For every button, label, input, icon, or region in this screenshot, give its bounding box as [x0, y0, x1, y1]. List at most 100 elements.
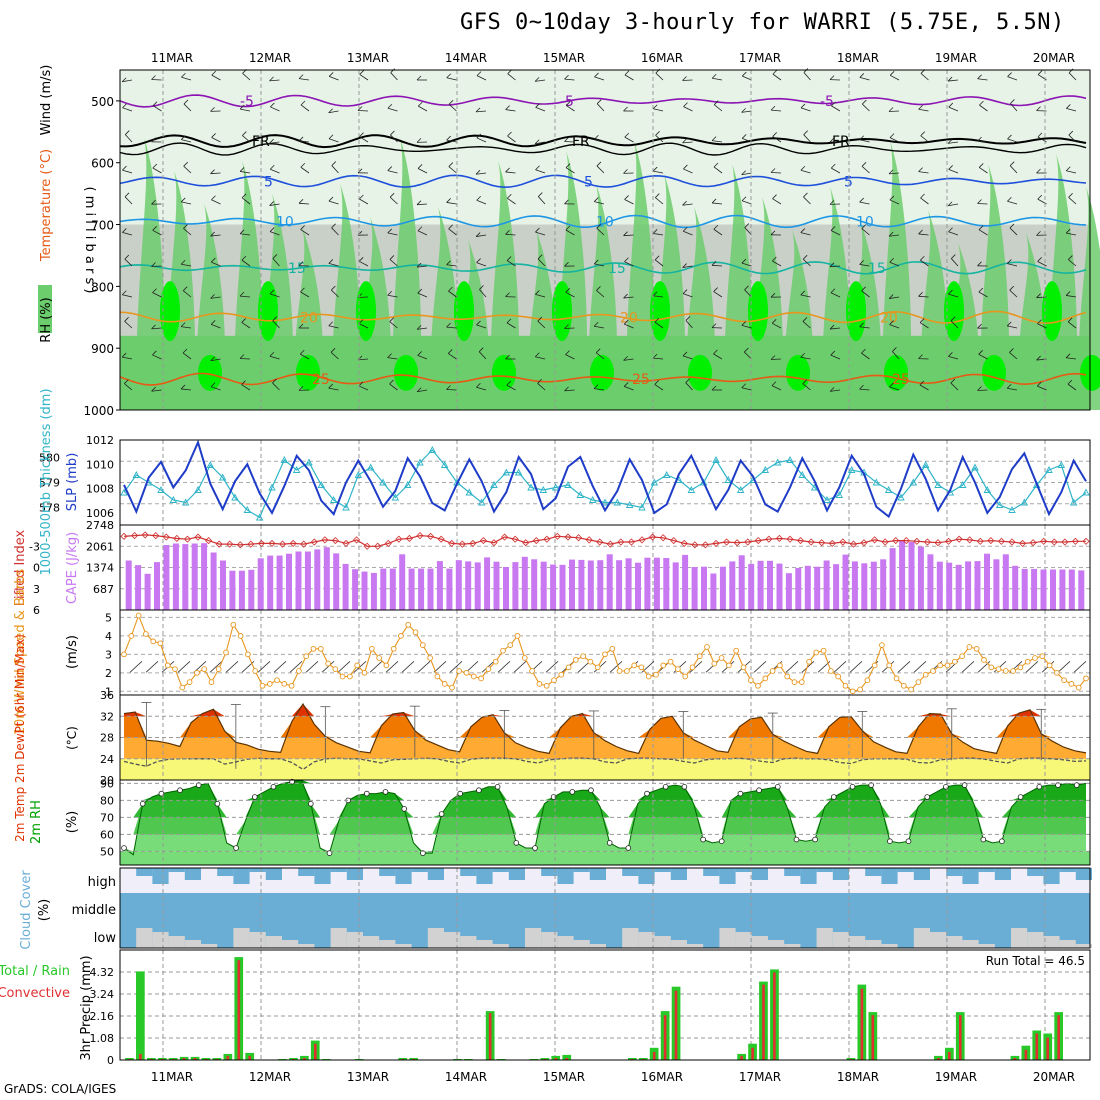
precip-convective-bar [1057, 1015, 1060, 1060]
temp-line [123, 702, 1087, 755]
wind-barb [1067, 379, 1073, 385]
wind-barb [889, 324, 900, 329]
date-label-top: 16MAR [641, 51, 683, 65]
wind-barb [770, 168, 776, 173]
cape-bar [370, 572, 377, 610]
wind-barb [272, 320, 280, 329]
wind-speed-point [1002, 668, 1009, 674]
rh-saturated-cell [296, 354, 320, 391]
wind-barb [507, 135, 516, 143]
thickness-point [243, 506, 252, 513]
wind-barb [241, 322, 251, 329]
cape-bar [1068, 569, 1075, 610]
wind-barb [772, 73, 782, 81]
wind-barb [417, 288, 423, 294]
lifted-index-axis-label: Lifted Index [13, 529, 28, 606]
wind-barb [359, 194, 364, 200]
cloud-low-clear [881, 944, 898, 948]
wind-barb [770, 292, 776, 298]
wind-barb [476, 71, 482, 76]
temp-contour-label: 15 [288, 261, 306, 277]
cape-bar [899, 540, 906, 610]
precip-tick: 2.16 [90, 1010, 115, 1023]
rh2m-point [177, 787, 183, 793]
temp-unit-label: (°C) [65, 726, 79, 750]
wind-barb [182, 286, 188, 291]
wind-barb [180, 197, 186, 203]
wind-speed-point [288, 682, 295, 689]
wind-barb [239, 104, 245, 110]
wind-barb [240, 171, 251, 174]
lifted-index-point [701, 541, 709, 549]
wind-barb [977, 323, 982, 329]
wind-barb [1036, 106, 1041, 111]
rh2m-point [252, 794, 258, 800]
thickness-point [835, 491, 844, 498]
wind-barb [948, 141, 959, 144]
cloud-high-bar [330, 868, 347, 872]
wind-barb [1067, 383, 1077, 391]
temp-axis-label: 2m Temp 2m DewPt (6hr Min/Max) [13, 634, 27, 842]
lifted-index-point [511, 535, 519, 543]
wind-speed-point [441, 681, 448, 687]
wind-barb [711, 136, 717, 141]
wind-barb-10m [337, 660, 351, 673]
precip-convective-bar [182, 1058, 186, 1060]
wind-speed-point [740, 664, 747, 671]
wind-speed-point [281, 681, 288, 687]
slp-tick: 1012 [86, 434, 114, 447]
wind-barb [124, 258, 133, 267]
temperature-axis-label: Temperature (°C) [39, 149, 54, 262]
wind-barb [685, 382, 693, 391]
wind-barb [744, 285, 749, 291]
cape-bar [710, 573, 717, 610]
wind-barb [918, 233, 929, 236]
wind-speed-point [959, 653, 965, 660]
wind-barb [299, 140, 310, 143]
wind-barb [269, 201, 274, 206]
cloud-level-low: low [94, 931, 117, 946]
cloud-high-bar [1059, 868, 1076, 872]
wind-speed-point [1053, 669, 1060, 676]
wind-barb [417, 164, 423, 169]
wind-speed-point [871, 662, 878, 669]
wind-barb [476, 258, 481, 263]
rh2m-point [737, 790, 744, 797]
lifted-index-point [310, 538, 318, 546]
wind-barb [889, 261, 900, 267]
temp-contour-label: 15 [608, 261, 626, 277]
wind-speed-point [624, 668, 630, 674]
wind-barb [387, 294, 398, 298]
wind-barb [387, 290, 392, 296]
wind-barb [1067, 321, 1077, 329]
wind-barb [210, 172, 221, 175]
wind-barb [241, 380, 246, 385]
temp-tick: 36 [100, 689, 114, 702]
cape-bar [314, 549, 321, 610]
wind-barb [183, 228, 192, 236]
wind-barb [387, 166, 393, 171]
pressure-tick: 800 [91, 280, 114, 294]
wind-speed-point [696, 653, 703, 660]
lifted-index-point [754, 537, 762, 545]
precip-convective-bar [226, 1055, 230, 1060]
cape-bar [154, 562, 160, 610]
wind-speed-point [303, 653, 310, 660]
wind-barb [269, 203, 280, 206]
wind-barb [269, 227, 275, 232]
wind-speed-point [143, 631, 149, 637]
wind-barb [1007, 259, 1012, 264]
wind-barb-10m [369, 660, 383, 673]
wind-barb [861, 290, 870, 298]
lifted-index-point [1061, 538, 1069, 546]
wind-barb [241, 197, 251, 205]
lifted-index-point [490, 539, 498, 547]
date-label-top: 11MAR [151, 51, 193, 65]
cloud-high-bar [703, 868, 720, 876]
thickness-point [366, 463, 375, 471]
wind-speed-point [769, 668, 776, 674]
wind-speed-point [594, 664, 601, 671]
cloud-high-bar [1075, 868, 1092, 880]
wind-barb [655, 197, 664, 205]
rh2m-point [233, 845, 239, 851]
